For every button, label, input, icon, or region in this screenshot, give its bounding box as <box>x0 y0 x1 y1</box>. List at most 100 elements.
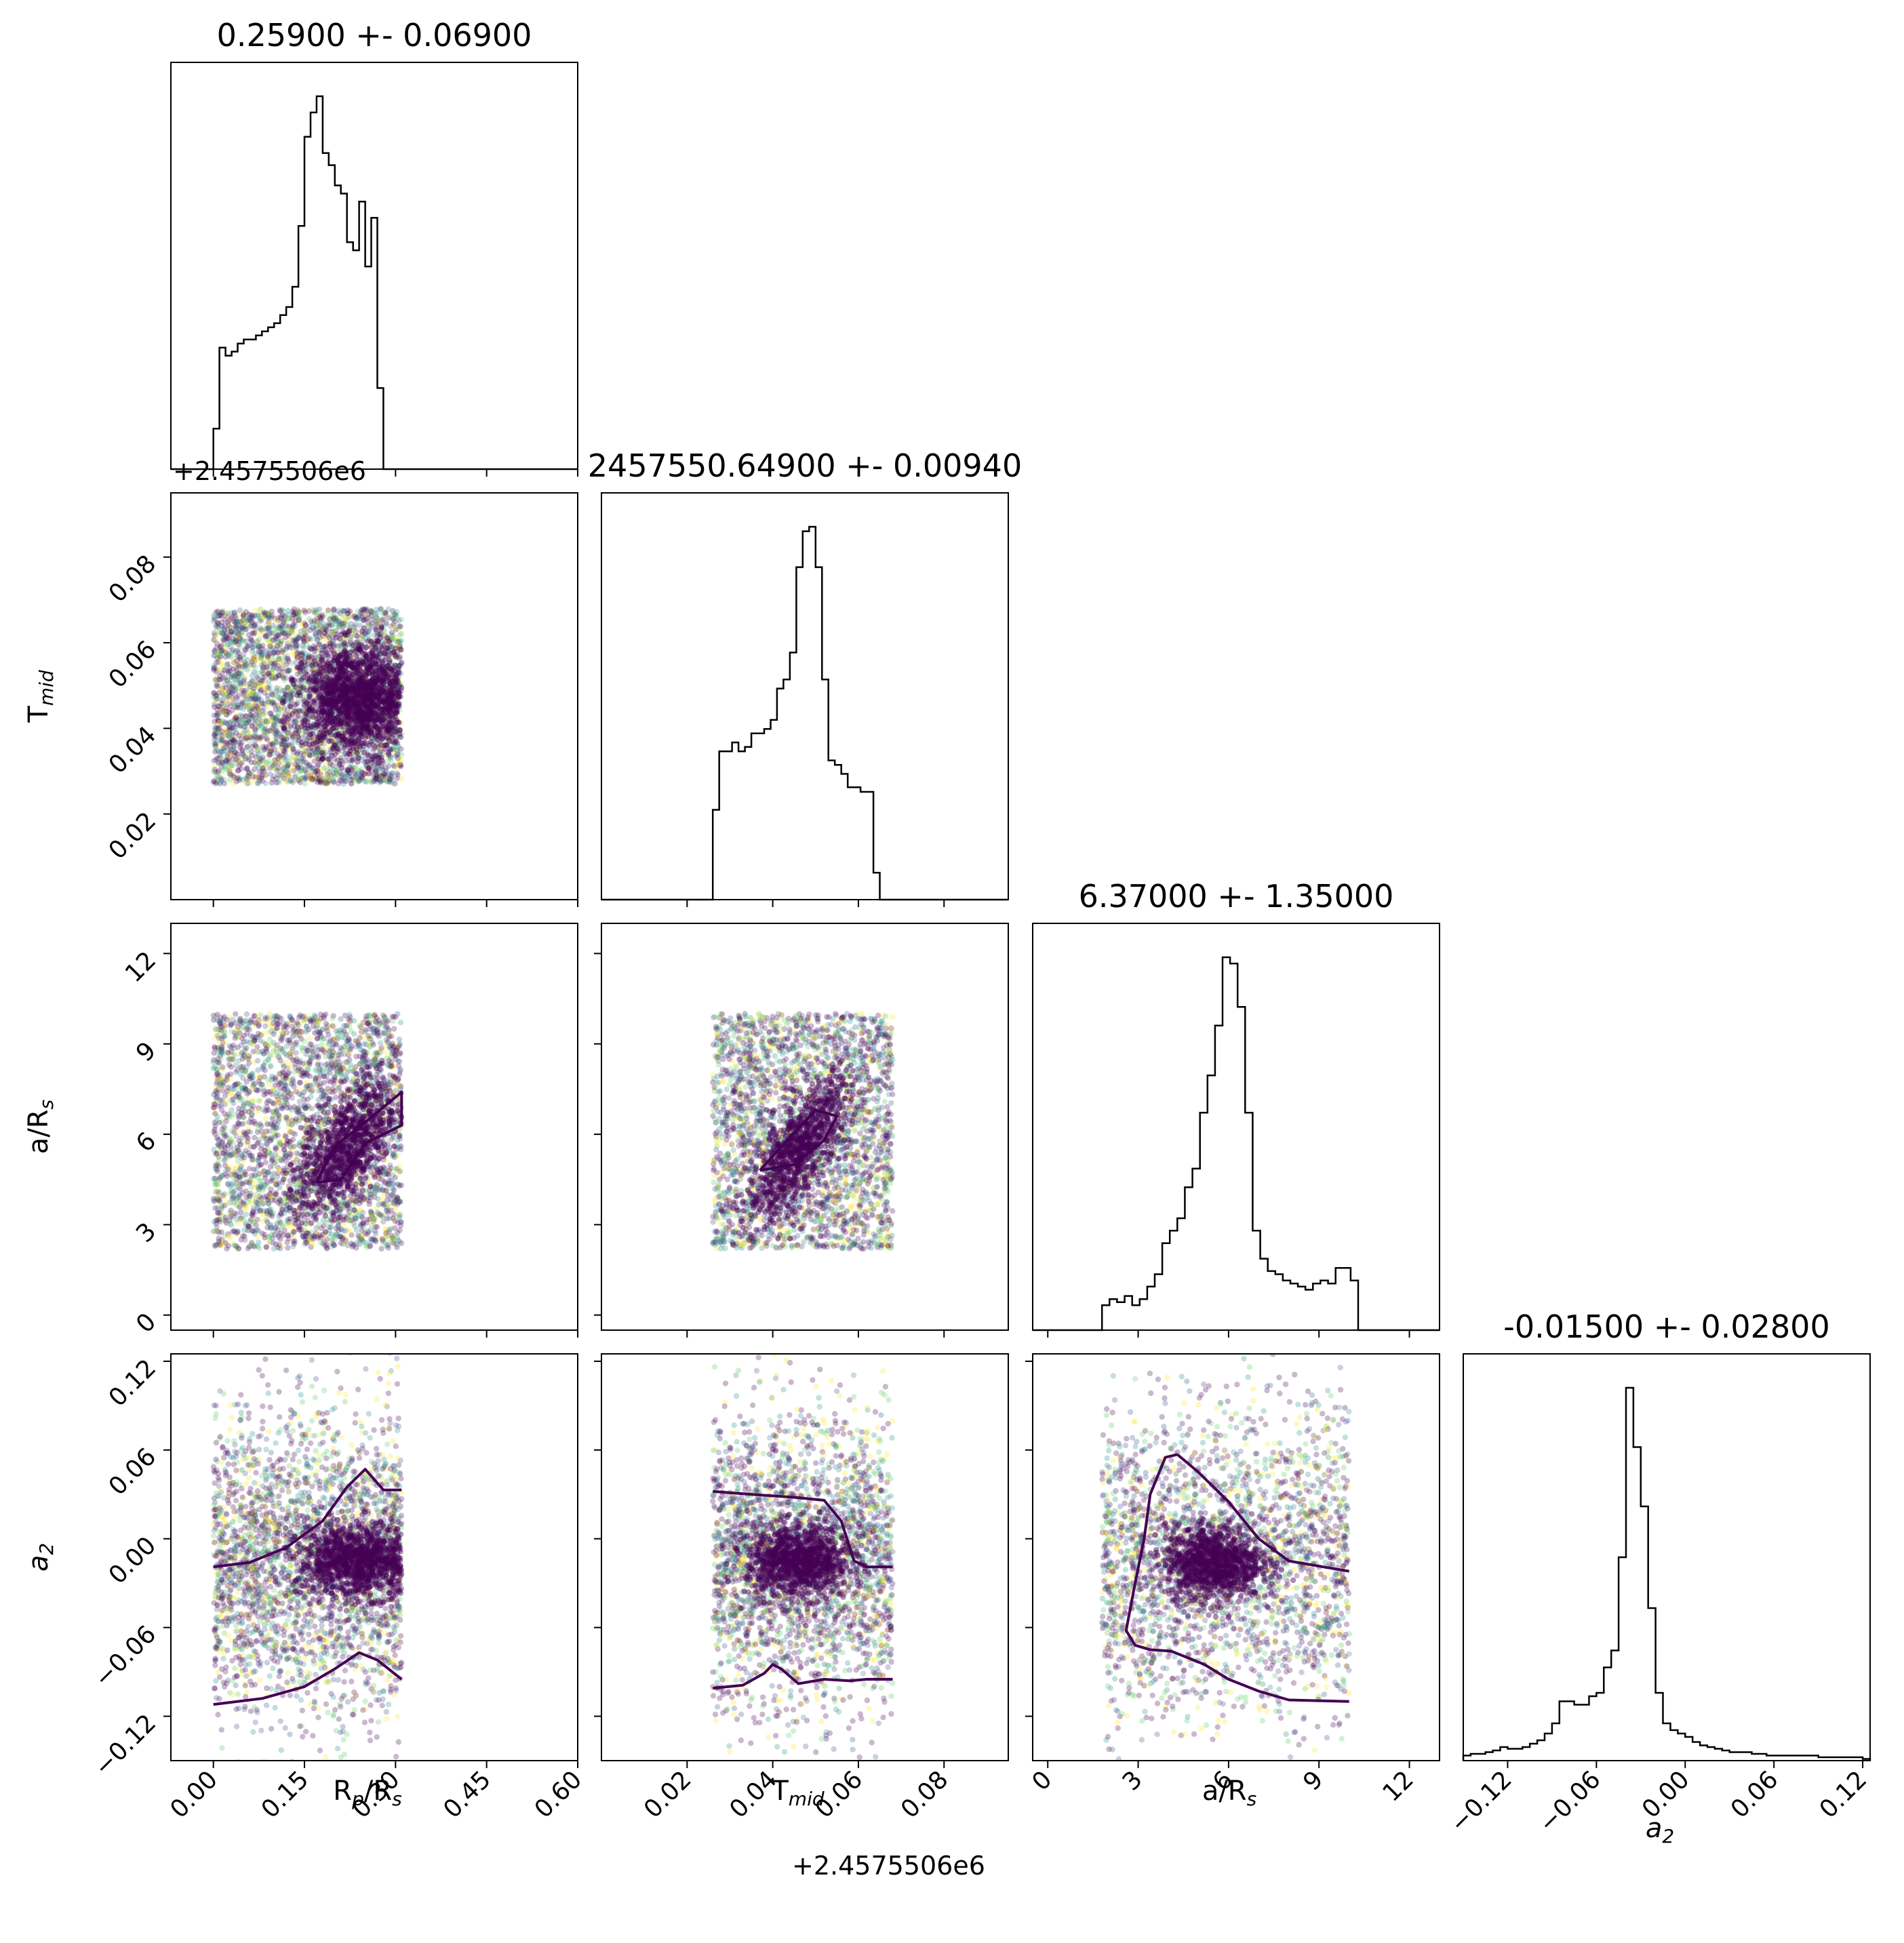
scatter-point <box>370 773 377 779</box>
scatter-point <box>336 762 342 769</box>
scatter-point <box>221 628 228 634</box>
scatter-point <box>365 734 372 740</box>
scatter-point <box>270 651 276 657</box>
scatter-point <box>238 637 244 643</box>
scatter-point <box>334 677 341 683</box>
scatter-ars-vs-rp <box>170 923 578 1331</box>
scatter-point <box>239 748 245 755</box>
scatter-point <box>311 685 317 692</box>
scatter-point <box>241 655 247 661</box>
scatter-point <box>256 721 262 727</box>
scatter-point <box>311 618 317 624</box>
scatter-point <box>256 712 262 719</box>
scatter-point <box>380 760 386 767</box>
scatter-point <box>353 772 359 778</box>
scatter-point <box>241 753 248 759</box>
scatter-point <box>361 771 368 777</box>
scatter-point <box>344 630 351 636</box>
scatter-point <box>333 635 339 641</box>
scatter-point <box>356 613 362 619</box>
scatter-point <box>212 632 218 638</box>
scatter-point <box>252 730 258 737</box>
scatter-point <box>374 745 380 751</box>
scatter-point <box>376 666 383 672</box>
scatter-point <box>222 745 228 751</box>
scatter-point <box>238 681 244 687</box>
scatter-points <box>210 1011 405 1252</box>
scatter-point <box>262 723 268 729</box>
scatter-point <box>348 738 354 744</box>
scatter-point <box>327 711 333 717</box>
scatter-point <box>398 757 404 763</box>
scatter-point <box>285 765 291 772</box>
scatter-point <box>368 779 375 786</box>
scatter-point <box>374 615 380 622</box>
scatter-point <box>233 618 239 624</box>
scatter-point <box>324 767 330 774</box>
scatter-point <box>273 715 279 721</box>
scatter-point <box>369 649 375 656</box>
scatter-point <box>319 630 326 636</box>
scatter-point <box>358 772 365 778</box>
scatter-point <box>280 659 286 665</box>
scatter-point <box>213 660 219 666</box>
scatter-point <box>236 732 242 739</box>
scatter-point <box>328 750 334 756</box>
scatter-point <box>332 717 338 723</box>
scatter-point <box>392 740 398 746</box>
scatter-point <box>219 629 225 636</box>
scatter-point <box>280 618 287 624</box>
scatter-point <box>271 758 278 765</box>
scatter-point <box>299 664 305 670</box>
scatter-point <box>392 748 399 755</box>
scatter-point <box>286 685 292 692</box>
scatter-point <box>218 706 224 713</box>
scatter-point <box>387 637 394 643</box>
scatter-point <box>272 660 278 666</box>
scatter-point <box>266 670 272 677</box>
scatter-point <box>235 630 241 637</box>
scatter-point <box>333 652 339 659</box>
scatter-point <box>275 639 281 645</box>
scatter-point <box>322 780 328 786</box>
scatter-point <box>388 728 394 734</box>
scatter-point <box>304 738 311 744</box>
scatter-point <box>344 616 351 622</box>
scatter-point <box>382 633 389 639</box>
scatter-point <box>332 741 338 747</box>
scatter-point <box>331 667 337 673</box>
scatter-point <box>381 651 387 657</box>
scatter-point <box>393 700 400 706</box>
scatter-point <box>239 717 246 723</box>
scatter-point <box>218 686 224 692</box>
scatter-point <box>266 742 273 748</box>
scatter-point <box>233 672 239 679</box>
scatter-point <box>387 686 393 692</box>
scatter-point <box>281 677 287 684</box>
scatter-point <box>325 769 331 776</box>
scatter-point <box>298 775 304 782</box>
scatter-point <box>264 736 271 743</box>
scatter-point <box>362 673 368 679</box>
scatter-point <box>384 673 390 679</box>
scatter-point <box>361 716 368 723</box>
scatter-point <box>224 678 231 684</box>
scatter-point <box>346 657 352 664</box>
scatter-point <box>393 747 399 754</box>
scatter-point <box>214 673 220 679</box>
scatter-point <box>325 710 332 717</box>
scatter-point <box>284 729 290 736</box>
scatter-point <box>258 680 265 686</box>
scatter-point <box>343 697 349 704</box>
scatter-point <box>300 667 306 674</box>
scatter-point <box>220 675 226 681</box>
scatter-point <box>291 683 297 689</box>
scatter-point <box>365 727 372 734</box>
scatter-point <box>335 663 341 670</box>
scatter-point <box>300 757 306 763</box>
scatter-point <box>281 750 287 757</box>
scatter-point <box>324 698 331 704</box>
scatter-point <box>316 750 322 757</box>
scatter-point <box>383 663 390 669</box>
scatter-point <box>392 746 398 753</box>
